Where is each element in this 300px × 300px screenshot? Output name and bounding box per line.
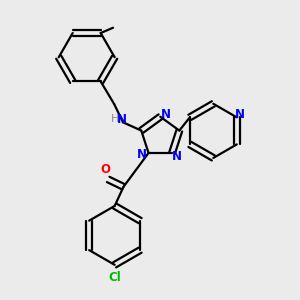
Text: N: N [172, 150, 182, 163]
Text: N: N [137, 148, 147, 161]
Text: N: N [235, 109, 245, 122]
Text: N: N [116, 113, 127, 126]
Text: O: O [101, 163, 111, 176]
Text: Cl: Cl [108, 271, 121, 284]
Text: N: N [160, 108, 171, 121]
Text: H: H [111, 114, 119, 124]
